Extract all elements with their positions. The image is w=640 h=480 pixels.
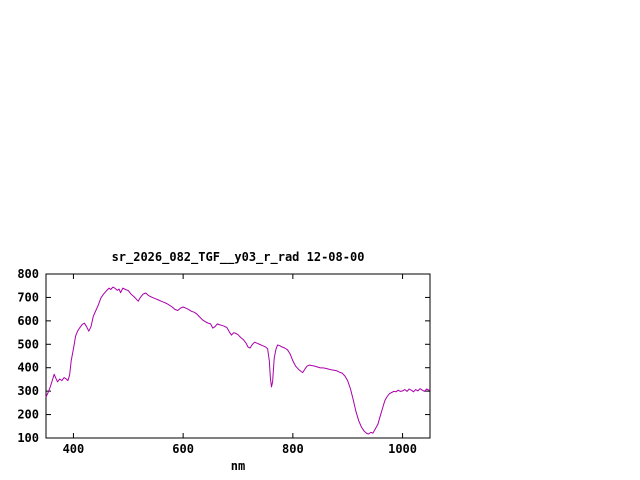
y-tick-label: 500: [17, 337, 39, 351]
x-tick-label: 600: [172, 442, 194, 456]
x-tick-label: 800: [282, 442, 304, 456]
y-tick-label: 200: [17, 408, 39, 422]
spectrum-line: [45, 286, 431, 435]
y-tick-label: 700: [17, 290, 39, 304]
y-tick-label: 300: [17, 384, 39, 398]
x-tick-label: 400: [63, 442, 85, 456]
x-tick-label: 1000: [388, 442, 417, 456]
x-axis-label: nm: [230, 459, 246, 473]
y-tick-label: 600: [17, 314, 39, 328]
plot-border: [45, 273, 431, 439]
y-tick-label: 800: [17, 267, 39, 281]
chart-title: sr_2026_082_TGF__y03_r_rad 12-08-00: [111, 250, 365, 264]
y-tick-label: 400: [17, 361, 39, 375]
y-tick-label: 100: [17, 431, 39, 445]
